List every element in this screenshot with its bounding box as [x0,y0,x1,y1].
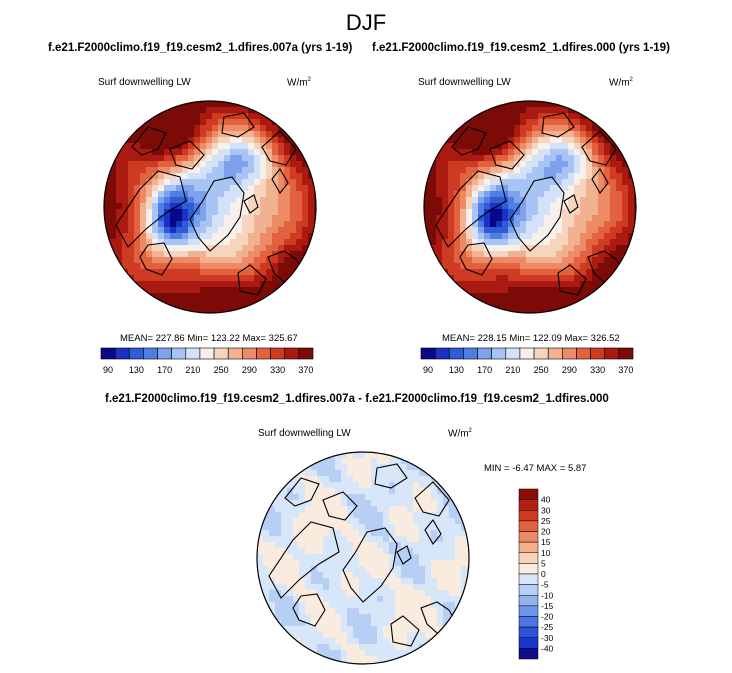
colorbar-tick-label: 290 [242,365,257,375]
colorbar-tick-label: 210 [185,365,200,375]
polar-map-left [103,100,317,314]
stats-right: MEAN= 228.15 Min= 122.09 Max= 326.52 [442,333,620,344]
colorbar-tick-label: 370 [298,365,313,375]
colorbar-tick-label: 170 [157,365,172,375]
colorbar-tick-label: 290 [562,365,577,375]
run-title-right: f.e21.F2000climo.f19_f19.cesm2_1.dfires.… [372,42,670,54]
colorbar-tick-label: 130 [129,365,144,375]
units-right: W/m2 [609,77,633,89]
colorbar-left: 90 130 170 210 250 290 330 370 [100,347,313,375]
colorbar-tick-label: 10 [541,548,551,558]
colorbar-tick-label: 210 [505,365,520,375]
colorbar-tick-label: -10 [541,590,554,600]
colorbar-tick-label: 90 [103,365,113,375]
colorbar-tick-label: -25 [541,622,554,632]
colorbar-tick-label: 330 [270,365,285,375]
colorbar-tick-label: 25 [541,516,551,526]
polar-map-right [423,100,637,314]
polar-map-diff [256,451,470,665]
stats-diff: MIN = -6.47 MAX = 5.87 [484,463,587,474]
colorbar-right: 90 130 170 210 250 290 330 370 [420,347,633,375]
colorbar-tick-label: 370 [618,365,633,375]
colorbar-tick-label: 5 [541,558,546,568]
colorbar-tick-label: 40 [541,495,551,505]
colorbar-tick-label: 250 [534,365,549,375]
colorbar-tick-label: 130 [449,365,464,375]
figure-title: DJF [345,10,387,35]
colorbar-tick-label: 20 [541,527,551,537]
colorbar-tick-label: -30 [541,633,554,643]
run-title-diff: f.e21.F2000climo.f19_f19.cesm2_1.dfires.… [105,393,609,405]
units-left: W/m2 [287,77,311,89]
colorbar-tick-label: 90 [423,365,433,375]
panel-title-right: Surf downwelling LW [418,77,511,88]
colorbar-tick-label: 170 [477,365,492,375]
stats-left: MEAN= 227.86 Min= 123.22 Max= 325.67 [120,333,298,344]
colorbar-tick-label: 330 [590,365,605,375]
colorbar-tick-label: -15 [541,601,554,611]
colorbar-tick-label: 250 [214,365,229,375]
colorbar-tick-label: -5 [541,580,549,590]
colorbar-tick-label: -40 [541,643,554,653]
panel-title-left: Surf downwelling LW [98,77,191,88]
panel-title-diff: Surf downwelling LW [258,428,351,439]
colorbar-tick-label: 15 [541,537,551,547]
units-diff: W/m2 [448,428,472,440]
colorbar-tick-label: 30 [541,505,551,515]
run-title-left: f.e21.F2000climo.f19_f19.cesm2_1.dfires.… [48,42,353,54]
colorbar-tick-label: -20 [541,612,554,622]
colorbar-tick-label: 0 [541,569,546,579]
